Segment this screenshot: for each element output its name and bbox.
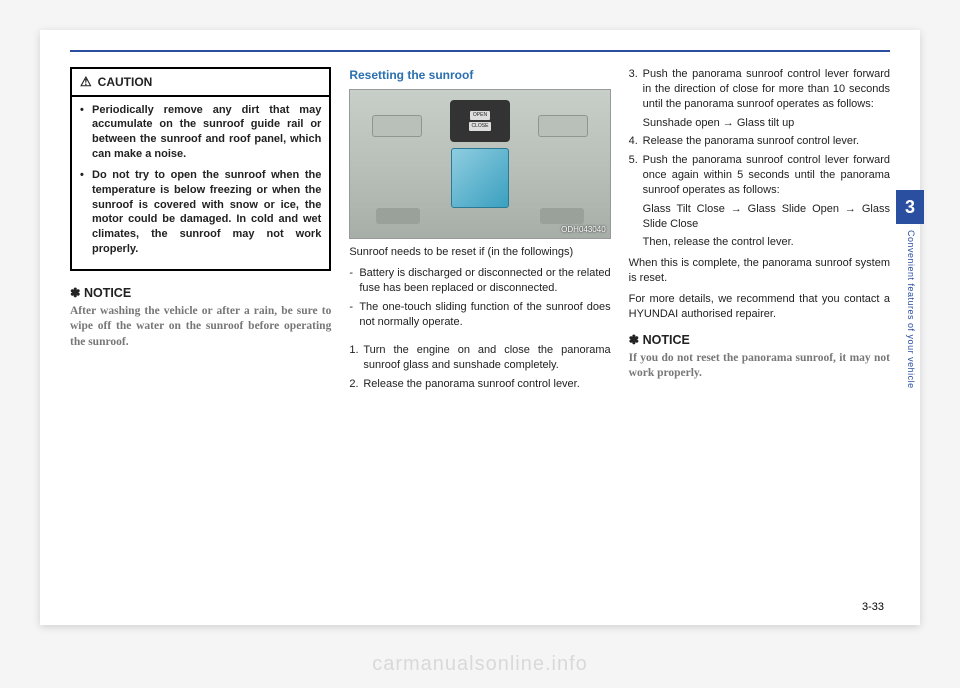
close-label: CLOSE	[469, 122, 492, 131]
dash-item: - The one-touch sliding function of the …	[349, 300, 610, 330]
top-rule	[70, 50, 890, 52]
caution-text: Do not try to open the sunroof when the …	[92, 168, 321, 257]
watermark: carmanualsonline.info	[372, 653, 588, 676]
dash-icon: -	[349, 266, 359, 296]
manual-page: ⚠ CAUTION • Periodically remove any dirt…	[40, 30, 920, 625]
notice-heading: ✽ NOTICE	[70, 285, 331, 302]
caution-list: • Periodically remove any dirt that may …	[72, 97, 329, 257]
caution-item: • Periodically remove any dirt that may …	[80, 103, 321, 162]
dash-text: Battery is discharged or disconnected or…	[359, 266, 610, 296]
caution-item: • Do not try to open the sunroof when th…	[80, 168, 321, 257]
step-number: 2.	[349, 377, 363, 392]
caution-text: Periodically remove any dirt that may ac…	[92, 103, 321, 162]
notice-heading: ✽ NOTICE	[629, 332, 890, 349]
dash-text: The one-touch sliding function of the su…	[359, 300, 610, 330]
dash-icon: -	[349, 300, 359, 330]
page-number: 3-33	[862, 601, 884, 613]
notice-body: If you do not reset the panorama sunroof…	[629, 351, 890, 382]
step-number: 4.	[629, 134, 643, 149]
paragraph: For more details, we recommend that you …	[629, 292, 890, 322]
step-item: 3. Push the panorama sunroof control lev…	[629, 67, 890, 112]
step-number: 3.	[629, 67, 643, 112]
content-columns: ⚠ CAUTION • Periodically remove any dirt…	[70, 67, 890, 396]
step-number: 5.	[629, 153, 643, 198]
step-item: 2. Release the panorama sunroof control …	[349, 377, 610, 392]
section-title: Resetting the sunroof	[349, 67, 610, 83]
figure-button-left	[372, 115, 422, 137]
figure-code: ODH043040	[561, 225, 605, 236]
figure-vent-right	[540, 208, 584, 224]
figure-button-right	[538, 115, 588, 137]
intro-text: Sunroof needs to be reset if (in the fol…	[349, 245, 610, 260]
figure-control-panel: OPEN CLOSE	[450, 100, 510, 142]
caution-title: CAUTION	[98, 74, 153, 90]
caution-box: ⚠ CAUTION • Periodically remove any dirt…	[70, 67, 331, 271]
caution-header: ⚠ CAUTION	[72, 69, 329, 97]
notice-body: After washing the vehicle or after a rai…	[70, 304, 331, 351]
open-label: OPEN	[470, 111, 490, 120]
column-1: ⚠ CAUTION • Periodically remove any dirt…	[70, 67, 331, 396]
step-sub: Glass Tilt Close → Glass Slide Open → Gl…	[629, 202, 890, 232]
chapter-tab: 3	[896, 190, 924, 224]
step-text: Release the panorama sunroof control lev…	[643, 134, 859, 149]
dash-item: - Battery is discharged or disconnected …	[349, 266, 610, 296]
step-sub: Then, release the control lever.	[629, 235, 890, 250]
chapter-number: 3	[905, 197, 915, 218]
step-text: Turn the engine on and close the panoram…	[363, 343, 610, 373]
step-text: Push the panorama sunroof control lever …	[643, 67, 890, 112]
chapter-label: Convenient features of your vehicle	[902, 230, 916, 389]
column-3: 3. Push the panorama sunroof control lev…	[629, 67, 890, 396]
paragraph: When this is complete, the panorama sunr…	[629, 256, 890, 286]
step-item: 1. Turn the engine on and close the pano…	[349, 343, 610, 373]
step-number: 1.	[349, 343, 363, 373]
spacer	[349, 333, 610, 343]
step-item: 4. Release the panorama sunroof control …	[629, 134, 890, 149]
step-item: 5. Push the panorama sunroof control lev…	[629, 153, 890, 198]
warning-icon: ⚠	[80, 73, 92, 91]
bullet-icon: •	[80, 168, 92, 257]
column-2: Resetting the sunroof OPEN CLOSE ODH0430…	[349, 67, 610, 396]
figure-slider	[451, 148, 509, 208]
bullet-icon: •	[80, 103, 92, 162]
step-sub: Sunshade open → Glass tilt up	[629, 116, 890, 131]
step-text: Push the panorama sunroof control lever …	[643, 153, 890, 198]
step-text: Release the panorama sunroof control lev…	[363, 377, 579, 392]
sunroof-figure: OPEN CLOSE ODH043040	[349, 89, 610, 239]
figure-vent-left	[376, 208, 420, 224]
